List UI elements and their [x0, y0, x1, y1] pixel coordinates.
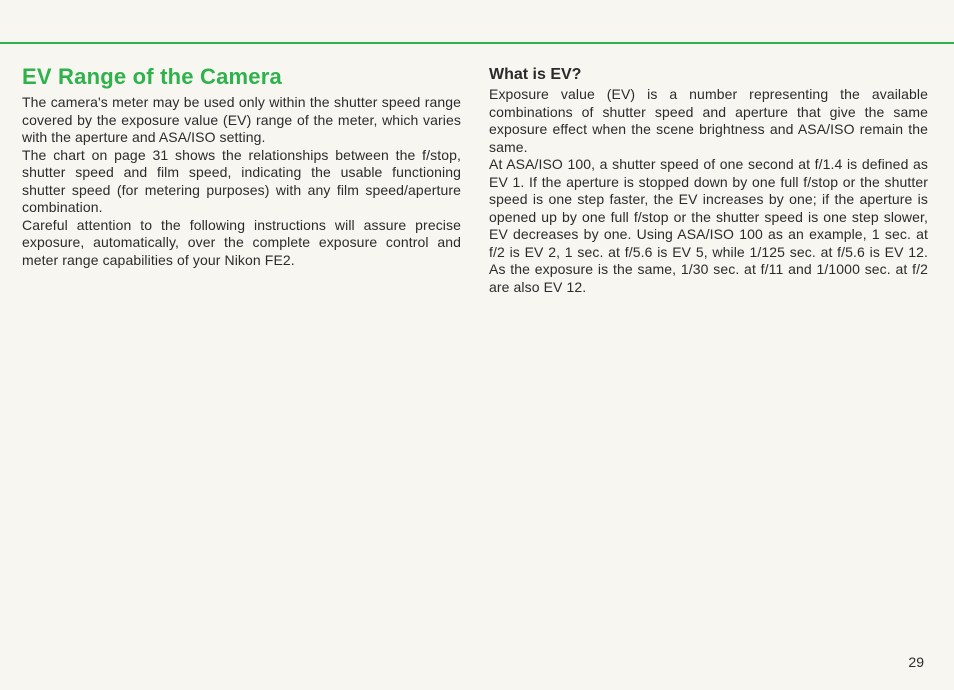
top-green-rule [0, 42, 954, 44]
left-paragraph-2: The chart on page 31 shows the relations… [22, 147, 461, 217]
right-paragraph-2: At ASA/ISO 100, a shutter speed of one s… [489, 156, 928, 296]
section-title: EV Range of the Camera [22, 64, 461, 90]
left-column: EV Range of the Camera The camera's mete… [22, 64, 461, 296]
right-paragraph-1: Exposure value (EV) is a number represen… [489, 86, 928, 156]
two-column-layout: EV Range of the Camera The camera's mete… [22, 64, 928, 296]
manual-page: EV Range of the Camera The camera's mete… [0, 0, 954, 690]
right-column: What is EV? Exposure value (EV) is a num… [489, 64, 928, 296]
page-number: 29 [908, 654, 924, 670]
left-paragraph-3: Careful attention to the following instr… [22, 217, 461, 270]
left-paragraph-1: The camera's meter may be used only with… [22, 94, 461, 147]
subsection-title: What is EV? [489, 66, 928, 84]
